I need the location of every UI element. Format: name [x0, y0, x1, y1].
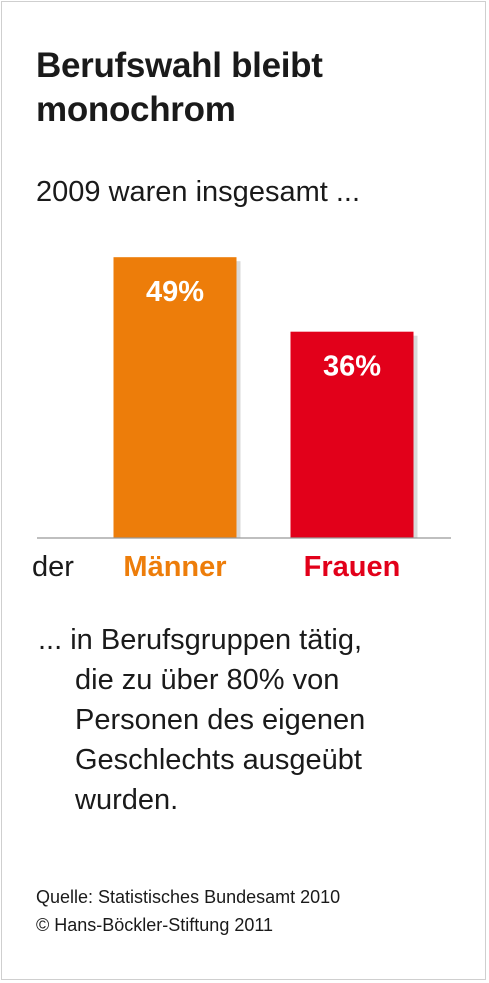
data-label-frauen: 36% [323, 351, 381, 383]
data-label-maenner: 49% [146, 276, 204, 308]
bar-maenner [113, 257, 237, 538]
explanation-line: Geschlechts ausgeübt [75, 744, 362, 776]
explanation-line: wurden. [75, 784, 179, 816]
explanation-line: ... in Berufsgruppen tätig, [38, 624, 363, 656]
category-label-maenner: Männer [123, 551, 227, 583]
source-note: Quelle: Statistisches Bundesamt 2010 © H… [36, 883, 340, 939]
source-line: Quelle: Statistisches Bundesamt 2010 [36, 887, 341, 907]
copyright-line: © Hans-Böckler-Stiftung 2011 [36, 915, 274, 935]
chart-explanation: ... in Berufsgruppen tätig, die zu über … [38, 620, 478, 820]
x-axis-prefix-label: der [32, 551, 74, 583]
category-label-frauen: Frauen [303, 551, 401, 583]
explanation-line: die zu über 80% von [75, 664, 340, 696]
chart-title: Berufswahl bleibt monochrom [36, 46, 323, 129]
explanation-line: Personen des eigenen [75, 704, 366, 736]
bar-frauen [290, 331, 414, 538]
chart-subtitle: 2009 waren insgesamt ... [36, 176, 361, 208]
